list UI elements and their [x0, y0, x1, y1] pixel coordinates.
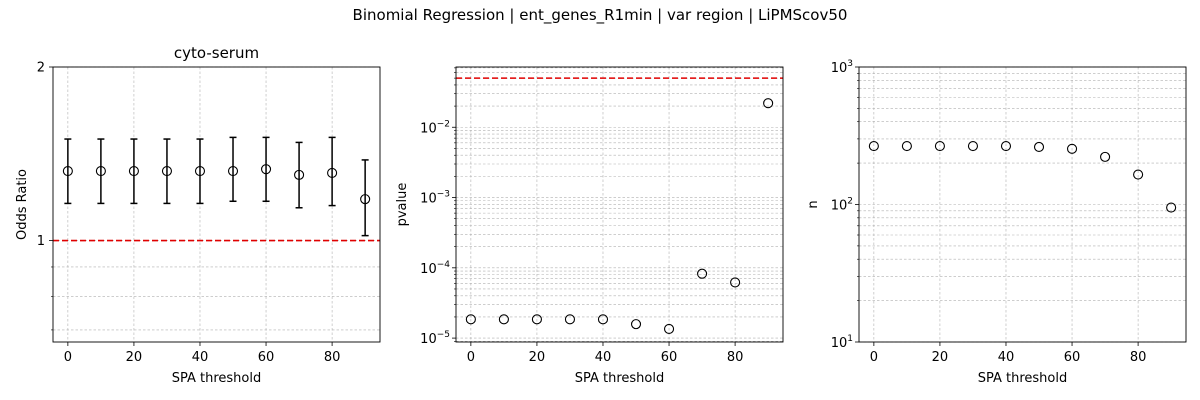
data-point — [531, 314, 542, 325]
data-point — [901, 141, 912, 152]
data-point — [360, 194, 371, 205]
y-tick-label: 1 — [37, 234, 45, 249]
x-tick-label: 80 — [324, 350, 341, 365]
ticks: 0 20 40 60 80 10−5 10−4 10−3 10−2 — [420, 67, 744, 365]
x-tick-label: 40 — [998, 350, 1015, 365]
data-point — [260, 164, 272, 175]
x-tick-label: 0 — [64, 350, 72, 365]
x-tick-label: 40 — [192, 350, 209, 365]
data-point — [128, 166, 139, 177]
y-tick-label: 102 — [831, 197, 853, 214]
axes-frame — [455, 66, 784, 343]
y-tick-label: 10−3 — [420, 190, 450, 207]
x-tick-label: 0 — [870, 350, 878, 365]
data-point — [1000, 141, 1012, 152]
x-tick-label: 20 — [932, 350, 949, 365]
data-point — [327, 167, 338, 179]
data-points — [868, 141, 1177, 213]
grid — [456, 67, 783, 342]
data-point — [663, 323, 675, 334]
x-axis-label: SPA threshold — [978, 371, 1068, 386]
data-point — [95, 166, 106, 177]
data-point — [967, 141, 979, 152]
figure-title: Binomial Regression | ent_genes_R1min | … — [353, 6, 848, 25]
x-tick-label: 20 — [126, 350, 143, 365]
x-tick-label: 80 — [1130, 350, 1147, 365]
data-point — [294, 169, 305, 180]
x-axis-label: SPA threshold — [575, 371, 665, 386]
ticks: 0 20 40 60 80 1 2 — [37, 61, 341, 366]
x-tick-label: 60 — [258, 350, 275, 365]
y-axis-label: Odds Ratio — [15, 169, 30, 240]
panel-odds-ratio: 0 20 40 60 80 1 2 SPA threshold Odds Ratio cyto-s… — [15, 44, 381, 386]
grid — [859, 66, 1186, 343]
y-tick-label: 101 — [831, 334, 853, 351]
panel-title: cyto-serum — [174, 44, 259, 62]
data-point — [465, 314, 476, 325]
axes-frame — [52, 66, 381, 343]
data-point — [498, 314, 509, 325]
x-axis-label: SPA threshold — [172, 371, 262, 386]
x-tick-label: 0 — [467, 350, 475, 365]
data-point — [62, 166, 73, 177]
data-point — [697, 268, 708, 279]
data-point — [194, 166, 206, 177]
data-point — [763, 98, 774, 109]
data-point — [1100, 151, 1111, 162]
y-tick-label: 10−4 — [420, 260, 450, 277]
data-point — [597, 314, 609, 325]
x-tick-label: 60 — [1064, 350, 1081, 365]
y-axis-label: n — [806, 200, 821, 208]
data-point — [1033, 141, 1045, 153]
y-tick-label: 103 — [831, 59, 853, 76]
panel-pvalue: 0 20 40 60 80 10−5 10−4 10−3 10−2 SPA threshold pv… — [395, 66, 784, 386]
x-tick-label: 80 — [727, 350, 744, 365]
data-point — [1166, 202, 1177, 213]
panel-n: 0 20 40 60 80 101 102 103 SPA threshold n — [806, 59, 1187, 386]
data-point — [630, 319, 642, 330]
data-point — [161, 166, 173, 177]
y-tick-label: 2 — [37, 61, 45, 76]
grid — [53, 66, 380, 342]
error-bars — [64, 136, 369, 237]
data-point — [564, 314, 576, 325]
data-points — [62, 164, 371, 205]
x-tick-label: 20 — [529, 350, 546, 365]
axes-frame — [858, 66, 1187, 343]
data-point — [730, 277, 741, 288]
y-axis-label: pvalue — [395, 183, 410, 227]
data-point — [934, 141, 945, 152]
data-points — [465, 98, 774, 334]
data-point — [1133, 169, 1144, 180]
y-tick-label: 10−5 — [420, 330, 450, 347]
data-point — [1066, 143, 1078, 154]
data-point — [227, 166, 239, 177]
x-tick-label: 40 — [595, 350, 612, 365]
ticks: 0 20 40 60 80 101 102 103 — [831, 59, 1147, 365]
x-tick-label: 60 — [661, 350, 678, 365]
data-point — [868, 141, 879, 152]
y-tick-label: 10−2 — [420, 119, 450, 136]
